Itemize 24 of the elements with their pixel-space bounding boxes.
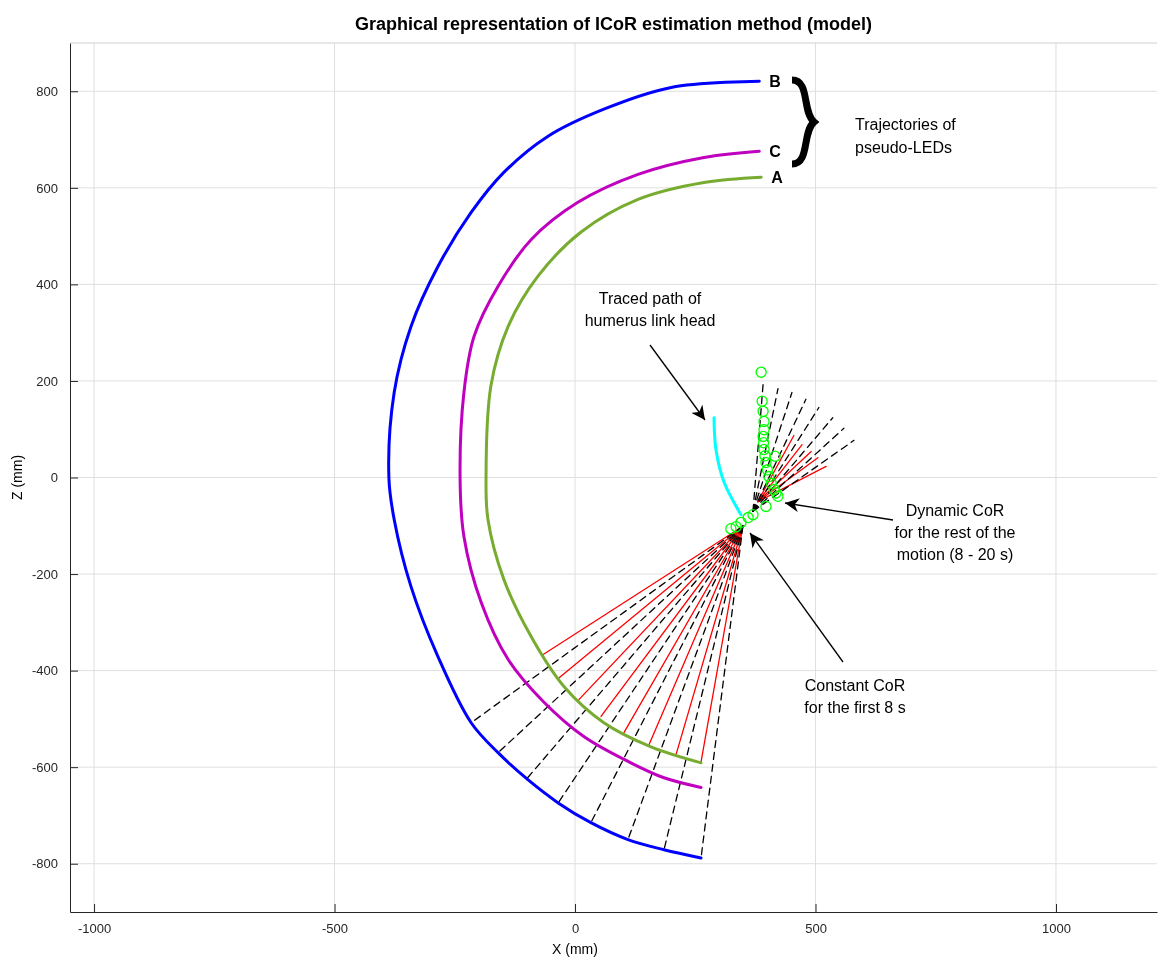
x-tick-label: -500: [322, 921, 349, 937]
y-tick-label: 200: [36, 373, 58, 389]
series-label: A: [771, 169, 784, 187]
y-tick-label: -800: [31, 856, 58, 872]
annotation: Trajectories of pseudo-LEDs: [855, 116, 957, 156]
series-label: C: [769, 143, 782, 161]
y-tick-label: 0: [50, 470, 58, 486]
x-axis-title: X (mm): [552, 941, 598, 957]
annotation: Traced path of humerus link head: [584, 290, 716, 329]
y-axis-title: Z (mm): [9, 454, 25, 501]
chart-title: Graphical representation of ICoR estimation method (model): [354, 14, 873, 34]
y-tick-label: -400: [31, 663, 58, 679]
y-tick-label: 800: [36, 83, 58, 99]
annotation: Constant CoR for the first 8 s: [804, 677, 906, 716]
x-tick-label: 1000: [1042, 921, 1071, 937]
series-label: B: [769, 73, 781, 91]
y-tick-label: -200: [31, 566, 58, 582]
x-tick-label: 0: [571, 921, 580, 937]
x-tick-label: 500: [805, 921, 827, 937]
x-tick-label: -1000: [77, 921, 112, 937]
y-tick-label: 600: [36, 180, 58, 196]
annotation: Dynamic CoR for the rest of the motion (8 - 20 s): [894, 502, 1016, 563]
y-tick-label: -600: [31, 759, 58, 775]
y-tick-label: 400: [36, 277, 58, 293]
